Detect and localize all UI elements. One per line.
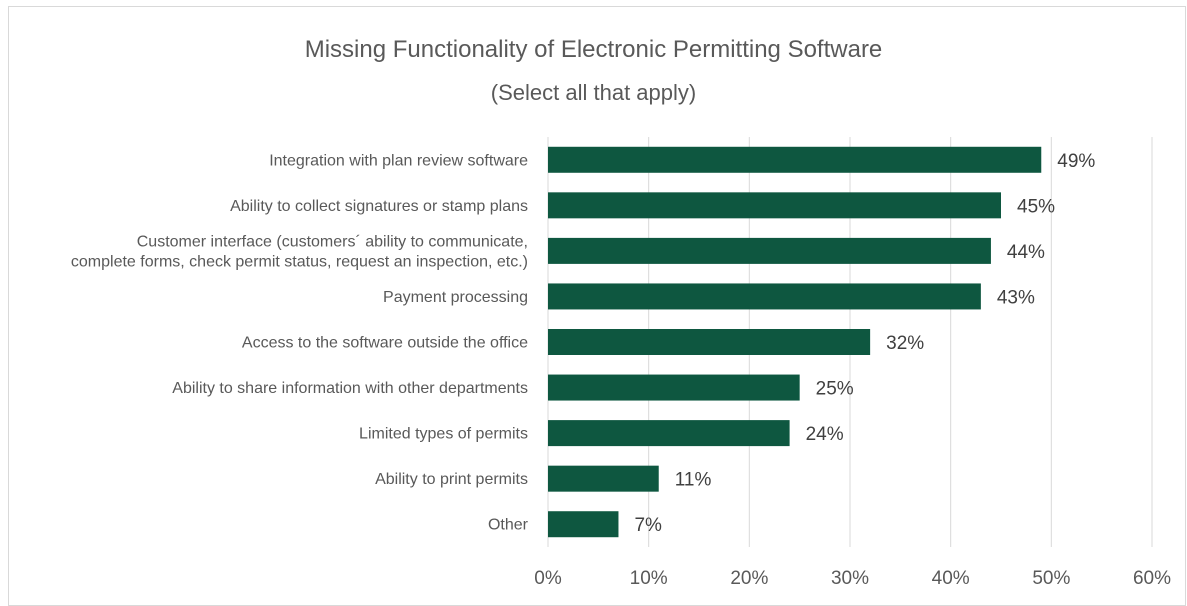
category-label: Integration with plan review software (269, 152, 528, 169)
data-label: 32% (886, 333, 924, 354)
category-label: Other (488, 517, 529, 534)
x-tick-label: 40% (932, 568, 970, 589)
data-label: 25% (816, 379, 854, 400)
category-label: Limited types of permits (359, 426, 528, 443)
bar (548, 192, 1001, 219)
category-label: Ability to collect signatures or stamp p… (230, 198, 528, 215)
bar (548, 283, 981, 310)
category-label: Ability to share information with other … (172, 380, 528, 397)
x-tick-label: 60% (1133, 568, 1171, 589)
x-tick-label: 0% (534, 568, 562, 589)
x-tick-label: 10% (630, 568, 668, 589)
bar (548, 146, 1042, 173)
bar (548, 329, 871, 355)
category-label: Payment processing (383, 289, 528, 306)
data-label: 45% (1017, 196, 1055, 217)
data-label: 44% (1007, 242, 1045, 263)
bar (548, 374, 800, 401)
data-label: 11% (675, 470, 712, 491)
bar (548, 465, 659, 492)
data-label: 43% (997, 287, 1035, 308)
category-label: Ability to print permits (375, 471, 528, 488)
bar (548, 420, 790, 447)
x-tick-label: 30% (831, 568, 869, 589)
x-tick-label: 50% (1032, 568, 1070, 589)
bar (548, 511, 619, 538)
data-label: 24% (806, 424, 844, 445)
data-label: 7% (634, 515, 662, 536)
bar (548, 237, 991, 264)
chart-title: Missing Functionality of Electronic Perm… (304, 36, 883, 63)
data-label: 49% (1057, 151, 1095, 172)
category-label: Access to the software outside the offic… (242, 335, 528, 352)
chart-subtitle: (Select all that apply) (490, 80, 697, 105)
category-label: complete forms, check permit status, req… (71, 253, 528, 270)
category-label: Customer interface (customers´ ability t… (137, 233, 528, 250)
x-tick-label: 20% (730, 568, 768, 589)
